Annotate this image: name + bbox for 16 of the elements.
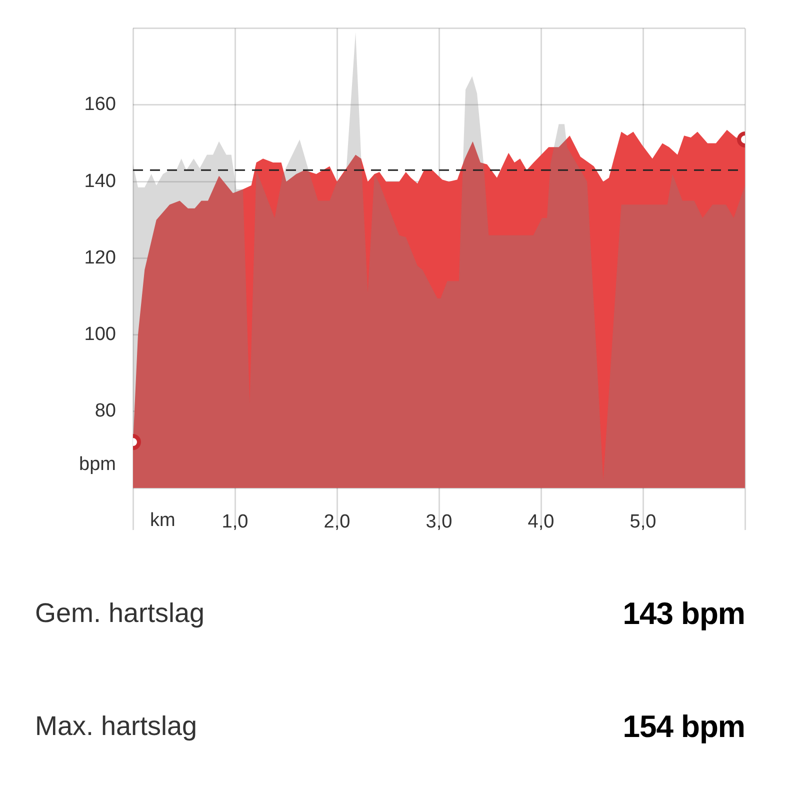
y-tick-label: 80	[94, 400, 116, 422]
text: 143 bpm	[622, 596, 745, 632]
y-axis-title: bpm	[79, 454, 116, 476]
y-tick-label: 100	[84, 324, 116, 346]
x-tick-label: 3,0	[426, 512, 452, 533]
x-axis-title: km	[150, 510, 176, 532]
x-tick-label: 5,0	[630, 512, 656, 533]
y-tick-label: 160	[84, 94, 116, 116]
y-tick-label: 140	[84, 170, 116, 192]
text: 154 bpm	[622, 708, 745, 744]
x-tick-label: 1,0	[222, 512, 248, 533]
y-tick-label: 120	[84, 247, 116, 268]
x-tick-label: 2,0	[324, 512, 350, 533]
text: Gem. hartslag	[35, 598, 205, 629]
text: Max. hartslag	[35, 711, 198, 742]
x-tick-label: 4,0	[528, 512, 554, 533]
